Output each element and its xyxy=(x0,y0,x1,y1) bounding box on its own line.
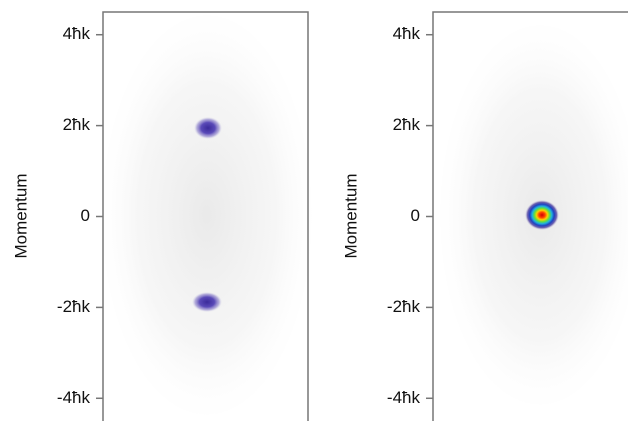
background-haze xyxy=(102,15,312,415)
atom-cloud xyxy=(194,117,222,139)
y-tick-label: 2ħk xyxy=(63,115,91,134)
y-tick-label: -4ħk xyxy=(57,388,91,407)
y-tick-label: -4ħk xyxy=(387,388,421,407)
y-tick-label: -2ħk xyxy=(57,297,91,316)
y-axis-label: Momentum xyxy=(341,173,360,258)
y-tick-label: 0 xyxy=(81,206,90,225)
y-tick-label: 4ħk xyxy=(393,24,421,43)
y-tick-label: 4ħk xyxy=(63,24,91,43)
panel-2-image xyxy=(440,25,628,405)
y-tick-label: 0 xyxy=(411,206,420,225)
y-tick-label: -2ħk xyxy=(387,297,421,316)
y-tick-label: 2ħk xyxy=(393,115,421,134)
atom-cloud xyxy=(192,292,222,312)
panel-frame xyxy=(432,11,628,421)
atom-cloud xyxy=(525,200,559,230)
panel-1-image xyxy=(102,15,312,415)
y-axis-label: Momentum xyxy=(11,173,30,258)
